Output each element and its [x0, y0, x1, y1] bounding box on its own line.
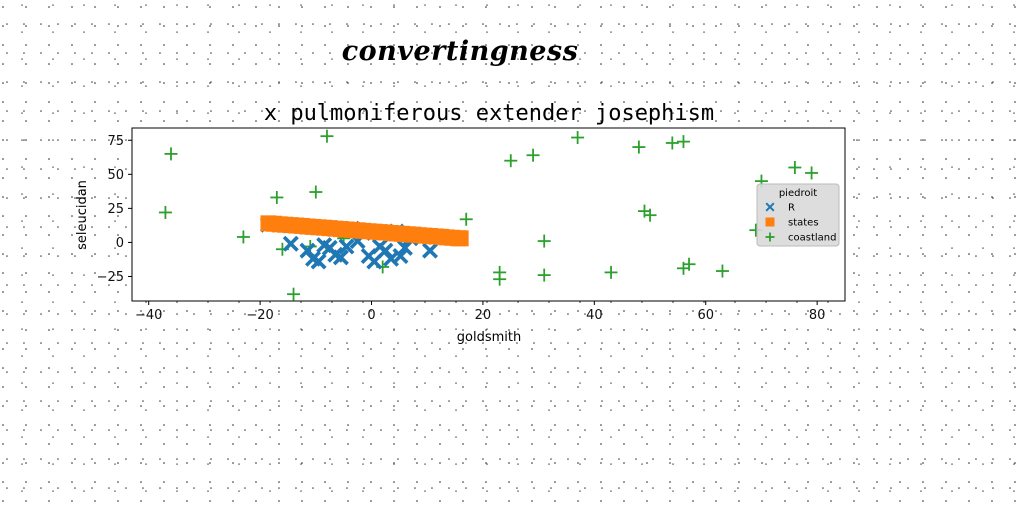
point-coastland	[604, 265, 618, 279]
point-coastland	[682, 257, 696, 271]
point-coastland	[309, 185, 323, 199]
y-tick-label: 75	[107, 134, 124, 149]
point-coastland	[287, 287, 301, 301]
point-coastland	[632, 140, 646, 154]
point-coastland	[715, 264, 729, 278]
point-coastland	[643, 208, 657, 222]
series-states	[260, 215, 469, 247]
point-R	[310, 253, 327, 270]
point-R	[338, 238, 355, 255]
x-axis-label: goldsmith	[457, 330, 521, 345]
series-layer	[158, 129, 819, 301]
point-coastland	[504, 154, 518, 168]
x-tick-label: 40	[586, 308, 603, 323]
x-tick-label: 60	[697, 308, 714, 323]
x-tick-label: 20	[475, 308, 492, 323]
legend-marker-R	[765, 202, 775, 212]
point-coastland	[788, 161, 802, 175]
y-tick-label: 50	[107, 168, 124, 183]
plot-area	[131, 127, 846, 302]
x-tick-label: 0	[367, 308, 375, 323]
y-tick-label: −25	[97, 270, 124, 285]
point-R	[366, 253, 383, 270]
point-R	[396, 239, 413, 256]
point-R	[332, 249, 349, 266]
point-coastland	[158, 205, 172, 219]
axis-ticks: −40 −20 0 20 40 60 80 −25 0 25 50 75	[97, 134, 826, 323]
point-R	[299, 242, 316, 259]
point-coastland	[537, 268, 551, 282]
y-tick-label: 25	[107, 202, 124, 217]
legend-marker-coastland	[765, 232, 775, 242]
x-tick-label: −20	[246, 308, 273, 323]
point-coastland	[526, 148, 540, 162]
y-tick-label: 0	[116, 236, 124, 251]
legend-marker-states	[765, 217, 775, 227]
y-axis-label: seleucidan	[75, 180, 90, 250]
point-R	[422, 242, 438, 259]
point-coastland	[493, 272, 507, 286]
point-coastland	[164, 147, 178, 161]
point-states	[452, 230, 469, 247]
point-coastland	[676, 135, 690, 149]
point-R	[392, 248, 409, 264]
x-tick-label: 80	[809, 308, 826, 323]
legend-label-R: R	[788, 203, 795, 214]
point-R	[282, 235, 299, 252]
point-coastland	[537, 234, 551, 248]
legend-box	[756, 183, 840, 247]
legend-title: piedroit	[779, 188, 817, 199]
point-coastland	[270, 190, 284, 204]
chart-title: x pulmoniferous extender josephism	[264, 101, 714, 126]
figure-suptitle: convertingness	[341, 36, 579, 67]
point-coastland	[571, 131, 585, 145]
point-coastland	[236, 230, 250, 244]
point-coastland	[665, 136, 679, 150]
x-tick-label: −40	[135, 308, 162, 323]
point-coastland	[805, 166, 819, 180]
legend-label-states: states	[788, 218, 819, 229]
legend-label-coastland: coastland	[788, 233, 836, 244]
point-coastland	[320, 129, 334, 143]
point-coastland	[459, 212, 473, 226]
